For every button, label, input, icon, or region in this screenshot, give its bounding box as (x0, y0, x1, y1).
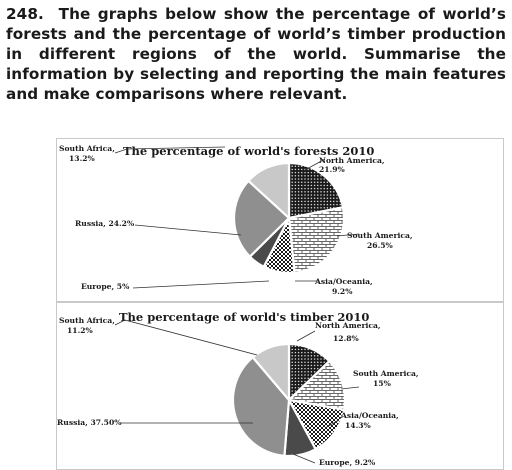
pie-slices (231, 342, 347, 458)
slice-name-asia-oceania: Asia/Oceania, (340, 411, 399, 420)
timber-chart-panel: The percentage of world's timber 2010 Nor… (56, 302, 504, 470)
pie-slices (232, 161, 346, 275)
slice-value-north-america: 12.8% (333, 334, 359, 343)
slice-value-south-america: 26.5% (367, 241, 393, 250)
question-text: The graphs below show the percentage of … (6, 5, 506, 103)
leader-line-asia-oceania (324, 419, 340, 429)
leader-line-north-america (304, 158, 326, 171)
slice-value-south-africa: 13.2% (69, 154, 95, 163)
pie-slice-south-africa (246, 161, 291, 221)
timber-pie-chart: The percentage of world's timber 2010Nor… (57, 310, 419, 467)
leader-line-south-america (340, 386, 360, 390)
forests-pie-chart: The percentage of world's forests 2010No… (59, 144, 413, 296)
forests-chart-panel: The percentage of world's forests 2010 No… (56, 138, 504, 302)
question-number: 248. (6, 5, 44, 23)
leader-line-europe (292, 453, 316, 464)
slice-value-asia-oceania: 9.2% (332, 287, 353, 296)
leader-line-russia (134, 224, 242, 236)
slice-name-south-africa: South Africa, (59, 144, 115, 153)
slice-label-europe: Europe, 5% (81, 282, 130, 291)
leader-line-south-africa (114, 319, 258, 356)
slice-value-south-africa: 11.2% (67, 326, 93, 335)
leader-line-north-america (296, 330, 316, 342)
slice-name-north-america: North America, (319, 156, 385, 165)
slice-value-north-america: 21.9% (319, 165, 345, 174)
pie-slice-south-america (287, 206, 346, 274)
slice-name-south-africa: South Africa, (59, 316, 115, 325)
slice-name-asia-oceania: Asia/Oceania, (314, 277, 373, 286)
slice-value-south-america: 15% (373, 379, 392, 388)
leader-line-south-america (336, 233, 360, 237)
slice-label-europe: Europe, 9.2% (319, 458, 376, 467)
slice-name-north-america: North America, (315, 321, 381, 330)
pie-slice-russia (231, 355, 291, 457)
slice-name-south-america: South America, (353, 369, 419, 378)
pie-slice-north-america (287, 161, 345, 220)
slice-value-asia-oceania: 14.3% (345, 421, 371, 430)
chart-title: The percentage of world's timber 2010 (119, 310, 369, 324)
pie-slice-south-africa (251, 342, 291, 403)
leader-line-europe (132, 280, 270, 289)
slice-name-south-america: South America, (347, 231, 413, 240)
slice-label-russia: Russia, 24.2% (75, 219, 135, 228)
slice-label-russia: Russia, 37.50% (57, 418, 122, 427)
question-prompt: 248. The graphs below show the percentag… (6, 4, 506, 104)
leader-line-south-africa (114, 146, 226, 154)
pie-slice-russia (232, 179, 291, 259)
